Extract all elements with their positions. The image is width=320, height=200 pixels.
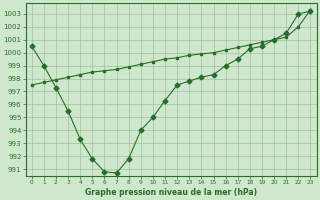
X-axis label: Graphe pression niveau de la mer (hPa): Graphe pression niveau de la mer (hPa) <box>85 188 257 197</box>
